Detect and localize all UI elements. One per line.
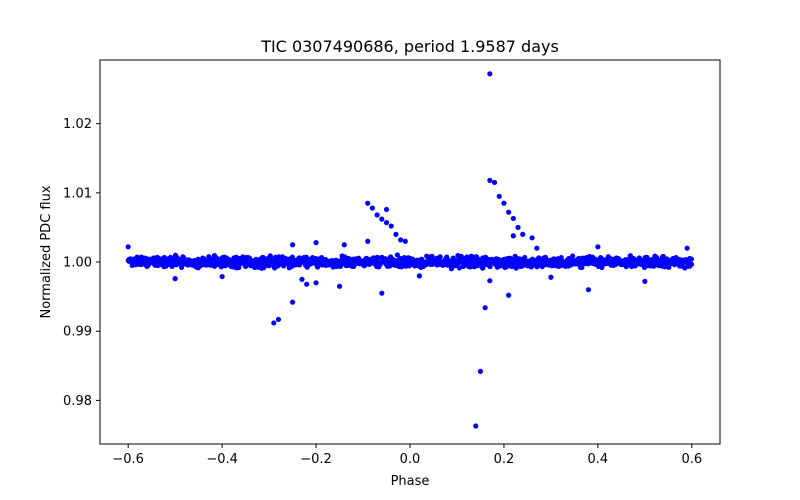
x-axis: −0.6 −0.4 −0.2 0.0 0.2 0.4 0.6 (112, 444, 702, 467)
data-point (341, 242, 347, 248)
data-point (688, 261, 695, 267)
data-point (304, 281, 310, 287)
data-point (289, 254, 295, 260)
data-point (487, 177, 493, 183)
y-tick-label: 0.98 (63, 394, 92, 409)
data-point (289, 299, 296, 305)
x-tick-label: −0.4 (206, 452, 238, 467)
data-point (402, 238, 408, 244)
data-point (374, 212, 380, 218)
x-tick-label: 0.6 (681, 452, 702, 467)
data-point (336, 283, 343, 289)
data-point (585, 287, 592, 293)
data-point (383, 206, 390, 213)
data-point (642, 278, 648, 285)
data-point (172, 276, 178, 282)
data-point (379, 216, 385, 222)
data-point (313, 240, 319, 246)
data-point (219, 273, 225, 280)
data-point (275, 316, 282, 323)
y-tick-label: 1.01 (63, 186, 92, 201)
data-point (473, 423, 479, 429)
data-point (271, 320, 277, 326)
data-point (599, 264, 605, 271)
data-point (515, 224, 521, 231)
data-point (688, 256, 695, 262)
data-point (496, 193, 502, 199)
data-point (369, 205, 376, 211)
data-point (501, 200, 507, 206)
data-point (487, 263, 493, 269)
data-point (398, 237, 404, 243)
data-point (379, 290, 385, 296)
x-tick-label: −0.2 (300, 452, 332, 467)
data-point (520, 231, 526, 237)
data-point (393, 231, 399, 237)
data-point (534, 245, 540, 251)
x-tick-label: −0.6 (112, 452, 144, 467)
data-point (365, 238, 371, 244)
data-point (375, 255, 381, 261)
plot-frame (99, 59, 721, 445)
data-point (365, 200, 371, 206)
data-point (394, 252, 400, 258)
data-point (506, 209, 512, 215)
data-point (437, 254, 443, 260)
y-tick-label: 1.02 (63, 117, 92, 132)
data-point (289, 242, 296, 248)
data-point (477, 368, 484, 374)
data-point (510, 233, 516, 239)
y-tick-label: 1.00 (63, 256, 92, 271)
data-point (529, 235, 535, 241)
x-tick-label: 0.4 (588, 452, 609, 467)
data-point (595, 244, 601, 250)
data-point (510, 215, 516, 222)
x-tick-label: 0.2 (494, 452, 515, 467)
y-axis-label: Normalized PDC flux (39, 185, 54, 318)
data-point (125, 244, 131, 250)
x-tick-label: 0.0 (400, 452, 421, 467)
x-axis-label: Phase (391, 474, 430, 489)
data-point (491, 179, 498, 186)
data-point (684, 245, 690, 251)
data-point (506, 292, 512, 298)
y-axis: 0.98 0.99 1.00 1.01 1.02 (63, 117, 100, 409)
data-point (480, 265, 486, 271)
data-point (299, 276, 305, 282)
data-point (313, 280, 319, 286)
data-point (570, 253, 576, 259)
y-tick-label: 0.99 (63, 325, 92, 340)
data-point (522, 254, 528, 261)
data-point (416, 273, 422, 279)
data-point (456, 265, 462, 271)
data-point (236, 264, 242, 271)
data-point (450, 255, 456, 261)
data-point (487, 278, 493, 284)
data-point (487, 71, 493, 77)
data-point (388, 223, 394, 229)
data-point (482, 305, 488, 311)
chart-title: TIC 0307490686, period 1.9587 days (260, 37, 559, 56)
data-point (548, 274, 554, 280)
data-points (125, 71, 695, 429)
data-point (383, 219, 390, 226)
